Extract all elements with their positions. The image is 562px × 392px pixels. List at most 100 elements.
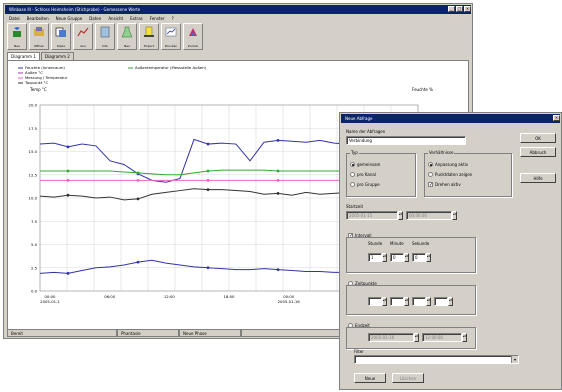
dialog-titlebar: Neue Abfrage [341, 114, 560, 123]
new-button[interactable]: Neue [354, 373, 386, 383]
start-label: Startzeit [346, 204, 364, 209]
series-marker [136, 260, 140, 264]
menu-bar: Datei Bearbeiten Neue Gruppe Daten Ansic… [7, 15, 469, 22]
menu-fenster[interactable]: Fenster [149, 16, 165, 21]
delete-button[interactable]: Löschen [392, 373, 424, 383]
interval-hours-spin[interactable]: ▴▾ [382, 253, 387, 262]
toolbar-open-button[interactable]: Öffnen [29, 23, 49, 50]
help-button[interactable]: Hilfe [520, 173, 556, 183]
toolbar-off-button[interactable]: Aus [73, 23, 93, 50]
menu-daten[interactable]: Daten [89, 16, 102, 21]
series-marker [66, 145, 70, 149]
cancel-button[interactable]: Abbruch [520, 147, 556, 157]
period-spin-1[interactable]: ▴▾ [382, 297, 387, 306]
period-spin-4[interactable]: ▴▾ [448, 297, 453, 306]
period-input-2[interactable] [390, 297, 404, 306]
end-date-spin[interactable]: ▴▾ [414, 333, 419, 342]
copy-icon [55, 27, 66, 37]
toolbar-export-button[interactable]: Export [139, 23, 159, 50]
type-option-2: pro Gruppe [357, 182, 380, 187]
interval-minutes-input[interactable]: 0 [390, 253, 404, 262]
toolbar: Neu Öffnen Kopie Aus Info Neu Export Dr [7, 23, 203, 51]
interval-col-hours: Stunde [368, 241, 383, 246]
period-input-1[interactable] [368, 297, 382, 306]
chevron-down-icon[interactable]: ▾ [511, 356, 518, 363]
dialog-title: Neue Abfrage [345, 116, 373, 121]
chart-legend: Feuchte (Innenraum) Außentemperatur (Mess… [18, 65, 207, 85]
tab-diagram-2[interactable]: Diagramm 2 [40, 52, 74, 60]
filter-label: Filter [354, 349, 364, 354]
series-marker [136, 197, 140, 201]
ok-button[interactable]: OK [520, 133, 556, 143]
series-marker [66, 169, 70, 173]
type-radio-1[interactable] [350, 172, 355, 177]
status-field-2: Phantasie [117, 329, 179, 337]
y-tick-label: 0.0 [31, 289, 38, 294]
name-input[interactable]: Verbindung [346, 136, 466, 145]
interp-option-1: Punktdaten zeigen [435, 172, 473, 177]
y-right-label: Feuchte % [412, 87, 433, 92]
interval-seconds-spin[interactable]: ▴▾ [426, 253, 431, 262]
start-date-spin[interactable]: ▴▾ [398, 211, 403, 220]
end-time-spin[interactable]: ▴▾ [462, 333, 467, 342]
dialog-close-button[interactable]: × [553, 115, 560, 121]
series-marker [66, 271, 70, 275]
menu-bearbeiten[interactable]: Bearbeiten [26, 16, 49, 21]
start-time-field[interactable]: 00:00:00 [406, 211, 452, 220]
y-tick-label: 7.5 [31, 219, 38, 224]
period-input-3[interactable] [412, 297, 426, 306]
y-tick-label: 2.5 [31, 265, 38, 270]
close-button[interactable]: × [464, 6, 471, 12]
menu-neue-gruppe[interactable]: Neue Gruppe [55, 16, 83, 21]
toolbar-new2-button[interactable]: Neu [117, 23, 137, 50]
interval-seconds-input[interactable]: 0 [412, 253, 426, 262]
interp-radio-0[interactable] [428, 162, 433, 167]
window-title: Winbase III - Schloss Heimsheim (Stichpr… [9, 7, 141, 12]
interp-option-0: Anpassung aktiv [435, 162, 469, 167]
y-left-label: Temp °C [29, 87, 47, 92]
start-time-spin[interactable]: ▴▾ [452, 211, 457, 220]
type-radio-0[interactable] [350, 162, 355, 167]
y-tick-label: 5.0 [31, 242, 38, 247]
interp-group [424, 153, 512, 197]
maximize-button[interactable]: □ [456, 6, 463, 12]
series-marker [276, 138, 280, 142]
menu-datei[interactable]: Datei [9, 16, 20, 21]
minimize-button[interactable]: _ [448, 6, 455, 12]
end-time-field[interactable]: 12:00:00 [422, 333, 462, 342]
period-spin-3[interactable]: ▴▾ [426, 297, 431, 306]
toolbar-info-button[interactable]: Info [95, 23, 115, 50]
type-option-1: pro Kanal [357, 172, 376, 177]
menu-help[interactable]: ? [171, 16, 174, 21]
series-marker [206, 178, 210, 182]
type-radio-2[interactable] [350, 182, 355, 187]
end-date-field[interactable]: 2005-01-16 [368, 333, 414, 342]
toolbar-copy-button[interactable]: Kopie [51, 23, 71, 50]
interval-hours-input[interactable]: 1 [368, 253, 382, 262]
period-spin-2[interactable]: ▴▾ [404, 297, 409, 306]
legend-item: Feuchte (Innenraum) [25, 65, 65, 70]
interval-minutes-spin[interactable]: ▴▾ [404, 253, 409, 262]
menu-ansicht[interactable]: Ansicht [108, 16, 124, 21]
end-label: Endzeit [355, 323, 370, 328]
y-tick-label: 20.0 [29, 103, 38, 108]
start-date-field[interactable]: 2005-01-15 [346, 211, 398, 220]
paint-icon [189, 28, 197, 36]
series-marker [276, 169, 280, 173]
interval-label: Intervall [355, 233, 372, 238]
interp-checkbox[interactable]: ✓ [428, 182, 434, 188]
filter-combo[interactable]: ▾ [354, 355, 519, 364]
tab-diagram-1[interactable]: Diagramm 1 [7, 52, 40, 60]
toolbar-new-button[interactable]: Neu [7, 23, 27, 50]
series-marker [276, 191, 280, 195]
interp-radio-1[interactable] [428, 172, 433, 177]
menu-extras[interactable]: Extras [130, 16, 143, 21]
toolbar-print-button[interactable]: Drucken [161, 23, 181, 50]
legend-item: Außentemperatur (Messstelle Außen) [135, 65, 207, 70]
toolbar-back-button[interactable]: Zurück [183, 23, 203, 50]
period-input-4[interactable] [434, 297, 448, 306]
legend-item: Außen °C [25, 70, 43, 75]
series-marker [276, 178, 280, 182]
type-group [346, 153, 416, 197]
x-tick-label: 12:00 [164, 294, 176, 299]
